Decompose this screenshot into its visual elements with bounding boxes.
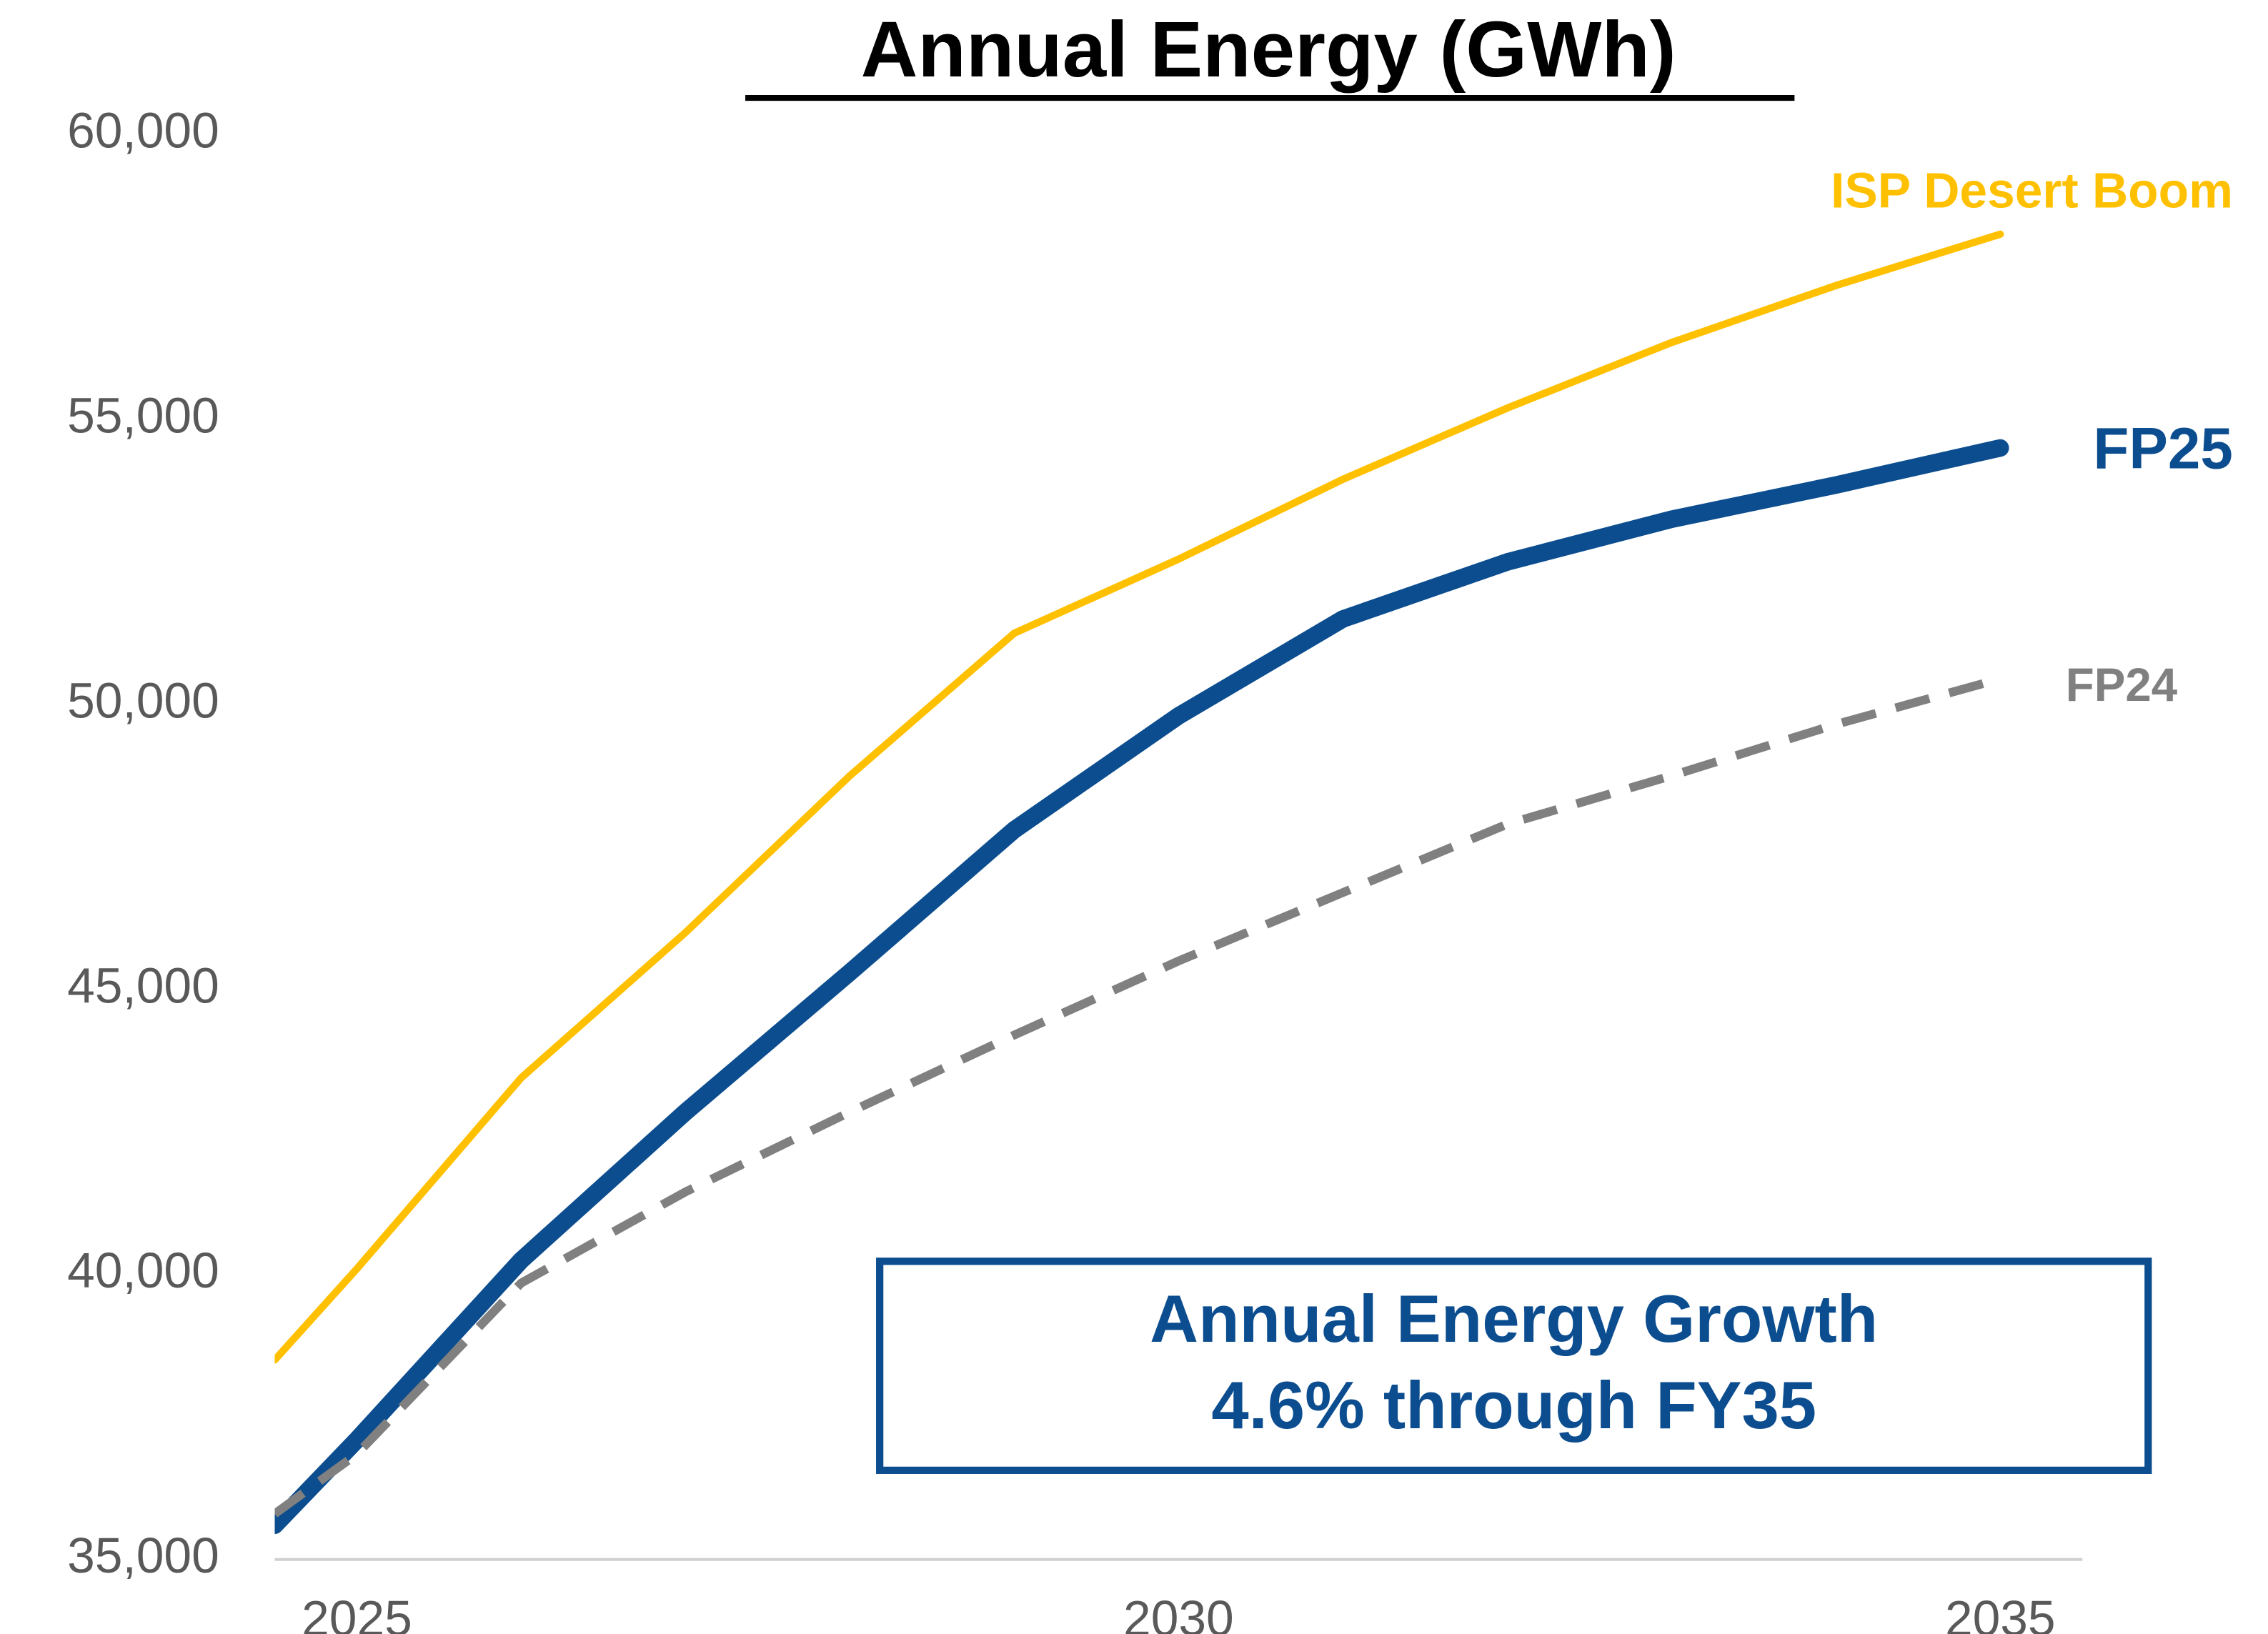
y-tick-label: 60,000 bbox=[67, 103, 219, 159]
x-tick-label: 2035 bbox=[1945, 1590, 2056, 1634]
y-tick-label: 35,000 bbox=[67, 1528, 219, 1583]
y-tick-label: 55,000 bbox=[67, 387, 219, 443]
series-label: ISP Desert Boom bbox=[1831, 162, 2233, 218]
series-line bbox=[274, 674, 2001, 1518]
x-tick-label: 2025 bbox=[302, 1590, 412, 1634]
series-label: FP24 bbox=[2066, 659, 2178, 711]
annotation-box bbox=[876, 1257, 2152, 1475]
annotation-text: 4.6% through FY35 bbox=[1211, 1368, 1816, 1443]
x-tick-label: 2030 bbox=[1123, 1590, 1234, 1634]
annotation-text: Annual Energy Growth bbox=[1150, 1281, 1878, 1356]
y-tick-label: 50,000 bbox=[67, 672, 219, 728]
series-line bbox=[274, 439, 2009, 1535]
y-tick-label: 40,000 bbox=[67, 1242, 219, 1298]
y-tick-label: 45,000 bbox=[67, 957, 219, 1013]
series-label: FP25 bbox=[2093, 417, 2232, 482]
chart-title: Annual Energy (GWh) bbox=[861, 6, 1676, 94]
series-line bbox=[274, 230, 2004, 1364]
